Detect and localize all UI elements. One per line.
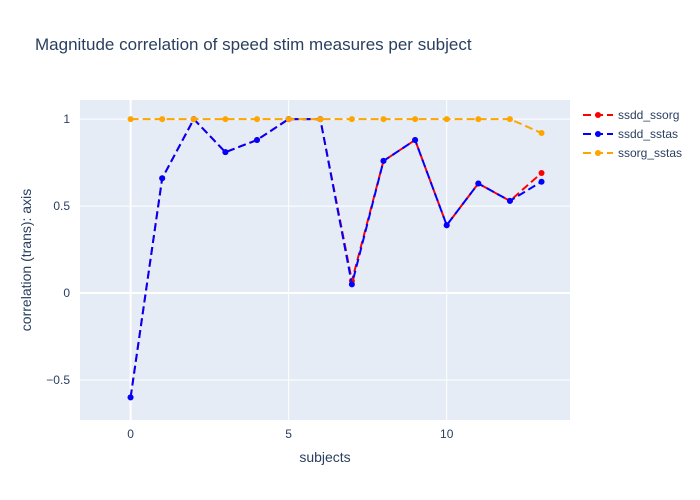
data-point (475, 180, 482, 187)
data-point (222, 116, 229, 123)
data-point (506, 197, 513, 204)
y-tick-label: 0.5 (53, 199, 70, 213)
data-point (285, 116, 292, 123)
y-tick-label: −0.5 (46, 373, 70, 387)
data-point (254, 137, 261, 143)
y-tick-label: 0 (63, 286, 70, 300)
y-tick-label: 1 (63, 112, 70, 126)
data-point (538, 178, 545, 185)
series-line (130, 118, 542, 134)
data-point (348, 116, 355, 123)
legend-marker (595, 150, 601, 156)
legend-marker (595, 112, 601, 118)
legend-item-ssorg_sstas[interactable]: ssorg_sstas (583, 146, 682, 160)
legend-item-ssdd_ssorg[interactable]: ssdd_ssorg (583, 108, 679, 122)
data-point (254, 116, 261, 123)
data-point (538, 130, 545, 137)
legend-label: ssorg_sstas (618, 146, 682, 160)
y-axis-title: correlation (trans): axis (18, 189, 34, 331)
legend[interactable]: ssdd_ssorg ssdd_sstas ssorg_sstas (583, 108, 682, 160)
data-point (159, 116, 166, 123)
data-point (348, 281, 355, 288)
data-point (475, 116, 482, 123)
legend-label: ssdd_sstas (618, 127, 678, 141)
data-point (127, 116, 134, 123)
data-point (317, 116, 324, 123)
data-point (538, 170, 545, 177)
series-line (129, 117, 543, 398)
data-point (222, 149, 229, 156)
x-tick-label: 5 (285, 427, 292, 441)
data-point (380, 116, 387, 123)
tick-labels: −0.500.510 5 10 (46, 112, 453, 441)
chart-title: Magnitude correlation of speed stim meas… (35, 35, 472, 54)
data-point (159, 175, 166, 182)
legend-label: ssdd_ssorg (618, 108, 679, 122)
x-tick-label: 0 (127, 427, 134, 441)
data-point (412, 137, 419, 143)
legend-marker (595, 131, 601, 137)
data-point (127, 394, 134, 401)
x-tick-label: 10 (440, 427, 454, 441)
data-point (506, 116, 513, 123)
series-layer (127, 116, 545, 401)
data-point (190, 116, 197, 123)
series-ssorg_sstas (127, 116, 545, 137)
plot-background (80, 100, 570, 420)
data-point (443, 116, 450, 123)
data-point (412, 116, 419, 123)
legend-item-ssdd_sstas[interactable]: ssdd_sstas (583, 127, 678, 141)
x-axis-title: subjects (299, 449, 350, 465)
data-point (443, 222, 450, 229)
data-point (380, 157, 387, 164)
